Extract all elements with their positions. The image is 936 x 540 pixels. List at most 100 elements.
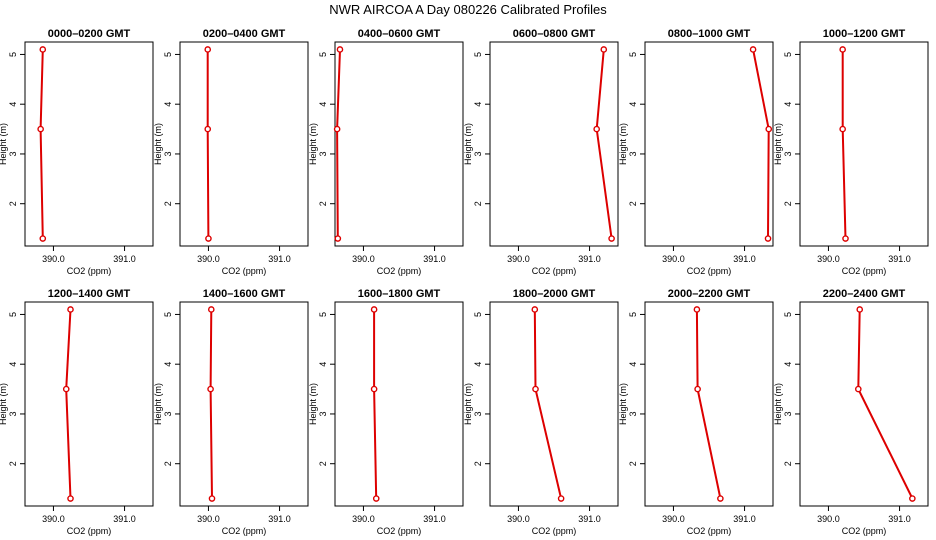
- x-tick-label: 390.0: [507, 254, 530, 264]
- profile-point: [856, 306, 864, 313]
- y-tick-label: 5: [473, 52, 483, 57]
- y-tick-label: 5: [628, 52, 638, 57]
- y-axis-label: Height (m): [618, 383, 628, 425]
- x-axis-label: CO2 (ppm): [67, 266, 112, 276]
- profile-point: [67, 306, 74, 313]
- plot-frame: [489, 41, 619, 247]
- y-tick-label: 5: [163, 52, 173, 57]
- plot-frame: [24, 41, 154, 247]
- y-tick-label: 3: [628, 151, 638, 156]
- y-axis-label: Height (m): [308, 123, 318, 165]
- profile-point: [39, 235, 47, 242]
- y-tick-label: 2: [8, 461, 18, 466]
- profile-point: [749, 46, 757, 53]
- y-tick-label: 4: [163, 102, 173, 107]
- y-axis-label: Height (m): [773, 123, 783, 165]
- profile-line: [206, 49, 210, 239]
- x-tick-label: 390.0: [197, 514, 220, 524]
- x-axis-label: CO2 (ppm): [532, 526, 577, 536]
- x-tick-label: 390.0: [662, 254, 685, 264]
- y-axis-label: Height (m): [0, 383, 8, 425]
- panel-title: 1800–2000 GMT: [513, 288, 596, 300]
- y-tick-label: 2: [163, 461, 173, 466]
- profile-point: [557, 495, 565, 502]
- y-tick-label: 5: [8, 312, 18, 317]
- x-tick-label: 391.0: [113, 514, 136, 524]
- y-axis-label: Height (m): [308, 383, 318, 425]
- panel-title: 2000–2200 GMT: [668, 288, 751, 300]
- y-tick-label: 4: [8, 362, 18, 367]
- y-tick-label: 4: [628, 362, 638, 367]
- x-tick-label: 391.0: [578, 514, 601, 524]
- x-axis-label: CO2 (ppm): [842, 266, 887, 276]
- y-tick-label: 3: [473, 411, 483, 416]
- y-tick-label: 4: [473, 102, 483, 107]
- y-tick-label: 5: [163, 312, 173, 317]
- profile-point: [204, 125, 212, 133]
- x-tick-label: 390.0: [42, 254, 65, 264]
- y-tick-label: 3: [473, 151, 483, 156]
- x-axis-label: CO2 (ppm): [842, 526, 887, 536]
- profile-point: [334, 235, 342, 242]
- profile-line: [209, 309, 213, 499]
- plot-frame: [644, 301, 774, 507]
- plot-frame: [644, 41, 774, 247]
- profile-point: [842, 235, 849, 242]
- y-tick-label: 5: [783, 52, 793, 57]
- profile-point: [207, 385, 214, 393]
- profile-point: [693, 306, 701, 313]
- profile-line: [595, 49, 613, 239]
- y-tick-label: 3: [8, 411, 18, 416]
- profile-point: [39, 46, 47, 53]
- plot-frame: [334, 41, 464, 247]
- profile-line: [752, 49, 770, 239]
- x-tick-label: 391.0: [268, 514, 291, 524]
- x-tick-label: 391.0: [423, 254, 446, 264]
- x-tick-label: 390.0: [817, 514, 840, 524]
- panel-title: 0800–1000 GMT: [668, 28, 751, 40]
- plot-frame: [799, 301, 929, 507]
- y-tick-label: 2: [318, 461, 328, 466]
- plot-frame: [179, 301, 309, 507]
- profile-point: [205, 235, 212, 242]
- y-tick-label: 4: [783, 102, 793, 107]
- profile-line: [841, 49, 847, 239]
- y-tick-label: 5: [318, 312, 328, 317]
- y-tick-label: 5: [628, 312, 638, 317]
- profile-point: [62, 385, 70, 393]
- y-tick-label: 2: [783, 461, 793, 466]
- y-tick-label: 3: [628, 411, 638, 416]
- x-tick-label: 390.0: [42, 514, 65, 524]
- profile-line: [857, 309, 914, 499]
- profile-line: [39, 49, 44, 239]
- y-tick-label: 3: [163, 151, 173, 156]
- y-tick-label: 4: [628, 102, 638, 107]
- x-axis-label: CO2 (ppm): [687, 526, 732, 536]
- plot-frame: [489, 301, 619, 507]
- y-tick-label: 3: [783, 151, 793, 156]
- profile-point: [694, 385, 701, 393]
- x-tick-label: 391.0: [113, 254, 136, 264]
- y-tick-label: 5: [318, 52, 328, 57]
- y-axis-label: Height (m): [773, 383, 783, 425]
- profile-line: [336, 49, 341, 239]
- profile-point: [532, 385, 539, 393]
- profile-point: [370, 306, 378, 313]
- y-tick-label: 4: [8, 102, 18, 107]
- panel-title: 0000–0200 GMT: [48, 28, 131, 40]
- profile-line: [533, 309, 563, 499]
- panel-title: 0400–0600 GMT: [358, 28, 441, 40]
- profile-line: [65, 309, 72, 499]
- x-tick-label: 391.0: [888, 514, 911, 524]
- x-axis-label: CO2 (ppm): [67, 526, 112, 536]
- plot-frame: [179, 41, 309, 247]
- x-tick-label: 390.0: [352, 514, 375, 524]
